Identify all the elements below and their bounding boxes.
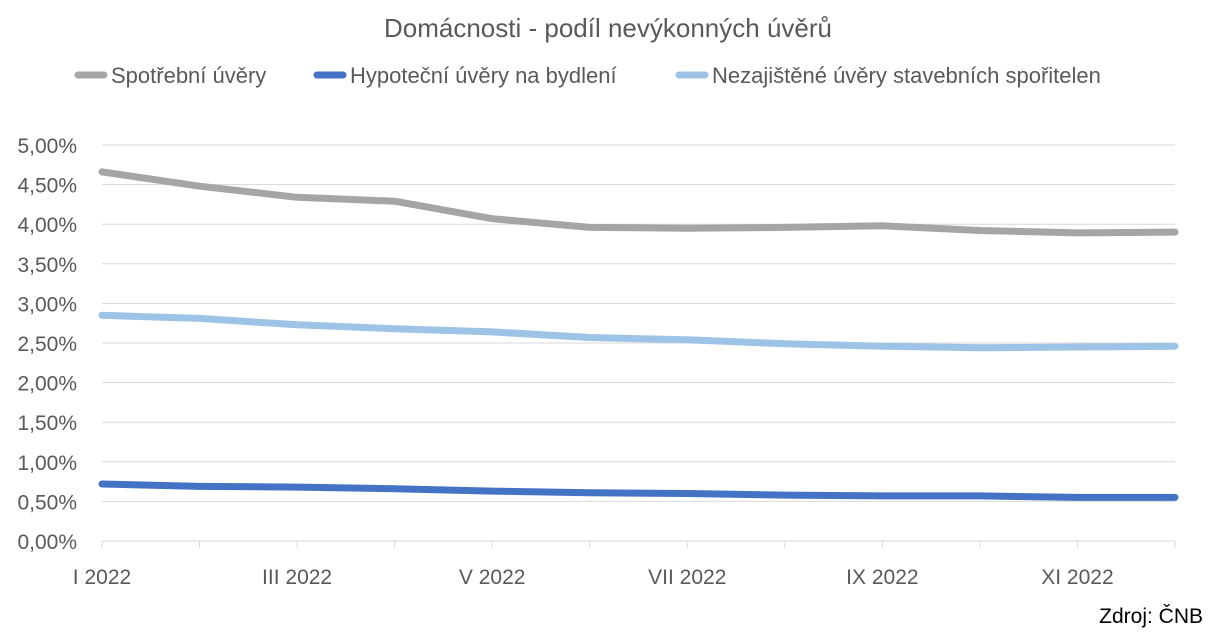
legend-label-hypotecni: Hypoteční úvěry na bydlení <box>350 63 617 88</box>
y-tick-label: 4,00% <box>17 214 77 237</box>
series-line-spotrebni <box>98 168 1179 237</box>
series-line-hypotecni <box>98 480 1179 501</box>
legend: Spotřební úvěry Hypoteční úvěry na bydle… <box>74 63 1101 88</box>
y-tick-label: 1,00% <box>17 452 77 475</box>
x-tick-label: I 2022 <box>73 566 131 589</box>
legend-label-spotrebni: Spotřební úvěry <box>111 63 266 88</box>
y-tick-label: 4,50% <box>17 175 77 198</box>
x-tick-label: VII 2022 <box>648 566 726 589</box>
x-tick-label: XI 2022 <box>1041 566 1113 589</box>
gridlines <box>102 144 1175 542</box>
y-tick-label: 2,00% <box>17 373 77 396</box>
y-tick-label: 0,00% <box>17 531 77 554</box>
x-tick-label: IX 2022 <box>846 566 918 589</box>
y-tick-label: 3,50% <box>17 254 77 277</box>
series-line-nezajistene <box>98 311 1179 352</box>
x-tick-label: III 2022 <box>262 566 332 589</box>
chart-title: Domácnosti - podíl nevýkonných úvěrů <box>384 13 832 43</box>
y-tick-label: 1,50% <box>17 412 77 435</box>
x-axis: I 2022 III 2022 V 2022 VII 2022 IX 2022 XI 20… <box>73 540 1176 589</box>
y-tick-label: 3,00% <box>17 293 77 316</box>
y-tick-label: 0,50% <box>17 491 77 514</box>
series-lines <box>98 168 1179 501</box>
y-tick-label: 2,50% <box>17 333 77 356</box>
x-tick-label: V 2022 <box>459 566 526 589</box>
source-note: Zdroj: ČNB <box>1099 605 1203 628</box>
y-tick-label: 5,00% <box>17 135 77 158</box>
legend-label-nezajistene: Nezajištěné úvěry stavebních spořitelen <box>712 63 1101 88</box>
y-axis: 0,00% 0,50% 1,00% 1,50% 2,00% 2,50% 3,00% 3,50%… <box>17 135 77 554</box>
